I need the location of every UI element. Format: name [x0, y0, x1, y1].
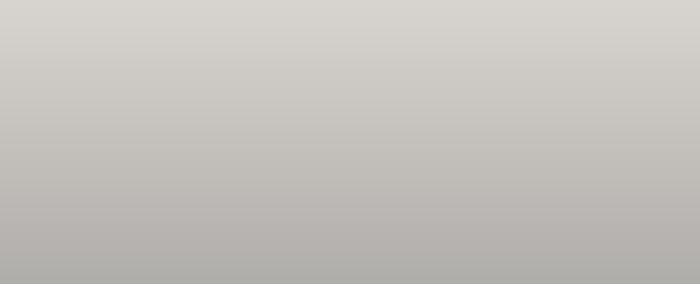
Text: The wave propagates at an angle of 27° to the x-axis.: The wave propagates at an angle of 27° t… — [20, 128, 455, 143]
Text: i)   Write down the phasor expression for the electrical: i) Write down the phasor expression for … — [116, 173, 526, 188]
Text: ii)  Hence, calculate $\lambda_x$, $\lambda_y$, $V_{px}$ and $V_{py}$.: ii) Hence, calculate $\lambda_x$, $\lamb… — [116, 258, 409, 279]
Text: field. Ensure to show all workings.: field. Ensure to show all workings. — [116, 212, 401, 227]
Text: of 12.5 V.m⁻¹ propagates in a lossless medium having dielectric: of 12.5 V.m⁻¹ propagates in a lossless m… — [20, 51, 530, 66]
Text: c)  A 75 MHz uniform plane wave having an electrical field amplitude: c) A 75 MHz uniform plane wave having an… — [20, 13, 540, 28]
Text: constant of 4 and relative permeability of 1.: constant of 4 and relative permeability … — [20, 89, 381, 105]
